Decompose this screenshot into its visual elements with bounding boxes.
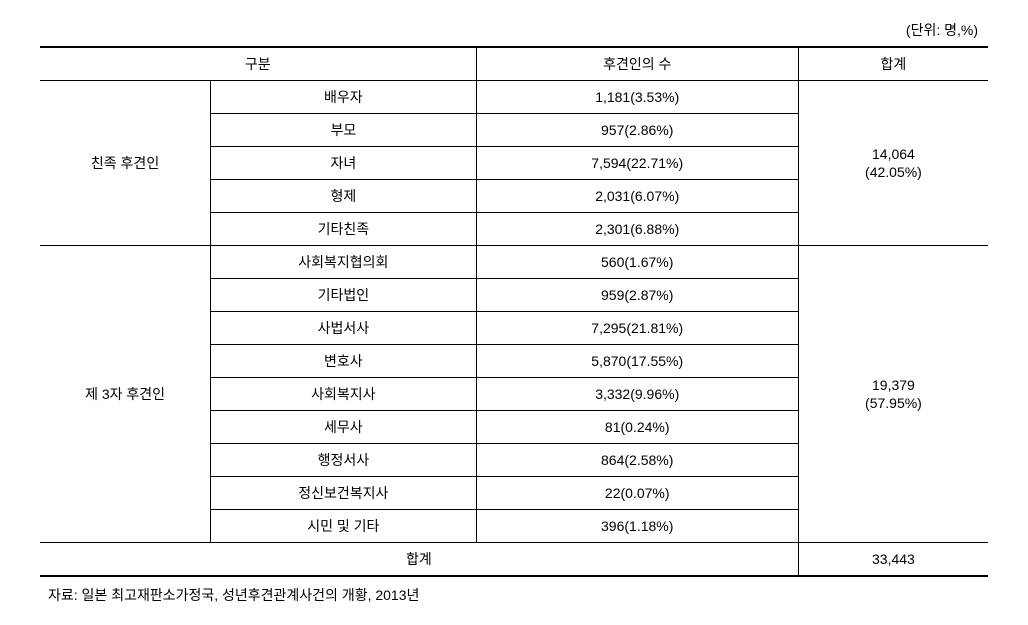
group2-subtotal: 19,379 (57.95%) <box>798 246 988 543</box>
row-value: 22(0.07%) <box>476 477 798 510</box>
row-value: 2,301(6.88%) <box>476 213 798 246</box>
row-name: 기타법인 <box>211 279 476 312</box>
subtotal-value: 14,064 <box>872 146 915 162</box>
total-label: 합계 <box>40 543 798 577</box>
row-value: 7,594(22.71%) <box>476 147 798 180</box>
row-value: 959(2.87%) <box>476 279 798 312</box>
row-name: 배우자 <box>211 81 476 114</box>
header-count: 후견인의 수 <box>476 47 798 81</box>
row-value: 7,295(21.81%) <box>476 312 798 345</box>
total-row: 합계 33,443 <box>40 543 988 577</box>
row-name: 자녀 <box>211 147 476 180</box>
table-header-row: 구분 후견인의 수 합계 <box>40 47 988 81</box>
row-value: 5,870(17.55%) <box>476 345 798 378</box>
row-name: 기타친족 <box>211 213 476 246</box>
row-name: 시민 및 기타 <box>211 510 476 543</box>
source-citation: 자료: 일본 최고재판소가정국, 성년후견관계사건의 개황, 2013년 <box>40 585 988 605</box>
guardian-table: 구분 후견인의 수 합계 친족 후견인 배우자 1,181(3.53%) 14,… <box>40 46 988 577</box>
subtotal-value: 19,379 <box>872 377 915 393</box>
unit-label: (단위: 명,%) <box>40 20 988 40</box>
header-total: 합계 <box>798 47 988 81</box>
row-value: 957(2.86%) <box>476 114 798 147</box>
row-value: 864(2.58%) <box>476 444 798 477</box>
row-name: 정신보건복지사 <box>211 477 476 510</box>
row-name: 세무사 <box>211 411 476 444</box>
row-name: 변호사 <box>211 345 476 378</box>
row-value: 1,181(3.53%) <box>476 81 798 114</box>
table-row: 친족 후견인 배우자 1,181(3.53%) 14,064 (42.05%) <box>40 81 988 114</box>
group1-subtotal: 14,064 (42.05%) <box>798 81 988 246</box>
group1-label: 친족 후견인 <box>40 81 211 246</box>
row-name: 사회복지협의회 <box>211 246 476 279</box>
total-value: 33,443 <box>798 543 988 577</box>
row-name: 부모 <box>211 114 476 147</box>
row-name: 사회복지사 <box>211 378 476 411</box>
table-row: 제 3자 후견인 사회복지협의회 560(1.67%) 19,379 (57.9… <box>40 246 988 279</box>
row-value: 396(1.18%) <box>476 510 798 543</box>
subtotal-percent: (57.95%) <box>865 395 922 411</box>
group2-label: 제 3자 후견인 <box>40 246 211 543</box>
row-value: 81(0.24%) <box>476 411 798 444</box>
row-name: 형제 <box>211 180 476 213</box>
row-value: 3,332(9.96%) <box>476 378 798 411</box>
row-name: 행정서사 <box>211 444 476 477</box>
row-value: 560(1.67%) <box>476 246 798 279</box>
header-category: 구분 <box>40 47 476 81</box>
subtotal-percent: (42.05%) <box>865 164 922 180</box>
row-name: 사법서사 <box>211 312 476 345</box>
row-value: 2,031(6.07%) <box>476 180 798 213</box>
